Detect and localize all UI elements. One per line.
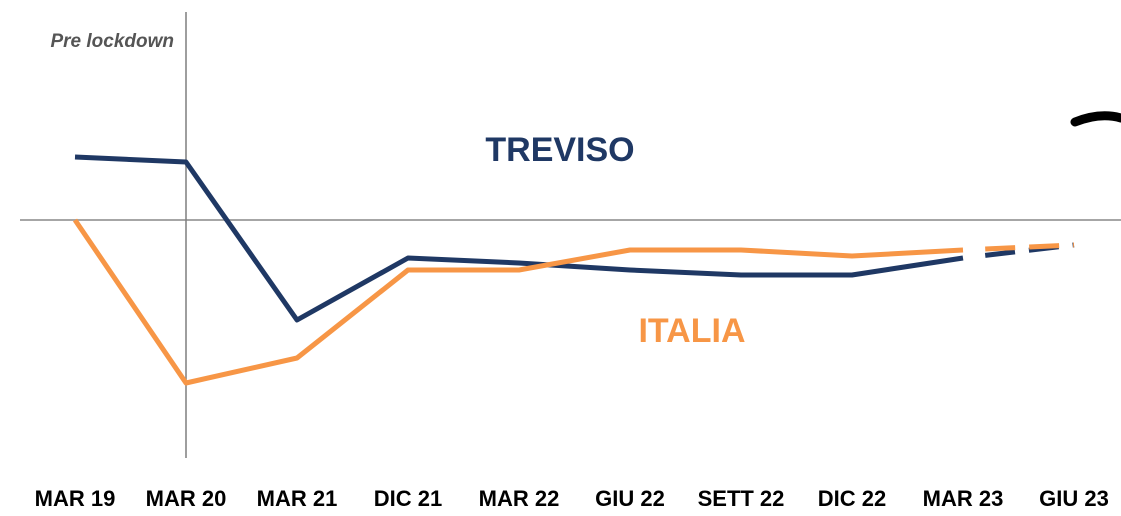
- x-tick-label: MAR 23: [923, 486, 1004, 511]
- series-label: ITALIA: [638, 312, 745, 350]
- annotation-text: Pre lockdown: [50, 31, 174, 52]
- series-forecast: [985, 242, 1075, 252]
- series-forecast: [984, 242, 1075, 258]
- series-line: [72, 218, 964, 386]
- x-tick-label: GIU 23: [1039, 486, 1109, 511]
- x-tick-label: MAR 19: [35, 486, 116, 511]
- x-tick-label: SETT 22: [698, 486, 785, 511]
- x-tick-label: GIU 22: [595, 486, 665, 511]
- x-tick-label: MAR 21: [257, 486, 338, 511]
- series-label: TREVISO: [485, 131, 634, 169]
- x-tick-label: MAR 20: [146, 486, 227, 511]
- x-tick-label: MAR 22: [479, 486, 560, 511]
- decor-stroke: [1070, 111, 1121, 127]
- x-tick-label: DIC 21: [374, 486, 442, 511]
- series-line: [74, 154, 964, 323]
- x-tick-label: DIC 22: [818, 486, 886, 511]
